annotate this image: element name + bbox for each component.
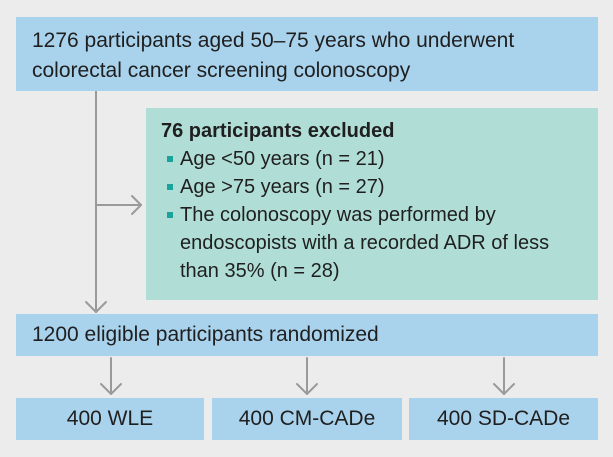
- exclusion-item-line: than 35% (n = 28): [180, 260, 340, 282]
- arm-sd-cade-box: 400 SD-CADe: [409, 398, 598, 440]
- exclusion-box: 76 participants excluded Age <50 years (…: [146, 108, 598, 300]
- enrollment-line-1: 1276 participants aged 50–75 years who u…: [32, 29, 515, 52]
- enrollment-line-2: colorectal cancer screening colonoscopy: [32, 59, 411, 82]
- enrollment-box: 1276 participants aged 50–75 years who u…: [16, 17, 598, 91]
- exclusion-item: Age >75 years (n = 27): [161, 173, 586, 201]
- exclusion-item: The colonoscopy was performed by endosco…: [161, 201, 586, 285]
- arm-label: 400 WLE: [66, 407, 154, 430]
- arm-2-arrowhead: [296, 383, 318, 395]
- exclusion-item-text: Age >75 years (n = 27): [180, 176, 385, 198]
- exclusion-branch-arrowhead: [131, 195, 142, 215]
- exclusion-item-line: endoscopists with a recorded ADR of less: [180, 232, 550, 254]
- randomized-label: 1200 eligible participants randomized: [32, 323, 379, 346]
- exclusion-item-text: Age <50 years (n = 21): [180, 148, 385, 170]
- arm-label: 400 SD-CADe: [436, 407, 571, 430]
- exclusion-list: Age <50 years (n = 21) Age >75 years (n …: [161, 145, 586, 285]
- arm-cm-cade-box: 400 CM-CADe: [212, 398, 402, 440]
- exclusion-item-line: The colonoscopy was performed by: [180, 204, 496, 226]
- arm-3-arrowhead: [493, 383, 515, 395]
- exclusion-title: 76 participants excluded: [161, 120, 395, 142]
- bullet-icon: [167, 156, 173, 162]
- arm-wle-box: 400 WLE: [16, 398, 204, 440]
- bullet-icon: [167, 212, 173, 218]
- bullet-icon: [167, 184, 173, 190]
- randomized-box: 1200 eligible participants randomized: [16, 314, 598, 356]
- arm-1-arrowhead: [100, 383, 122, 395]
- main-flow-arrowhead: [85, 301, 107, 313]
- exclusion-item: Age <50 years (n = 21): [161, 145, 586, 173]
- arm-label: 400 CM-CADe: [238, 407, 376, 430]
